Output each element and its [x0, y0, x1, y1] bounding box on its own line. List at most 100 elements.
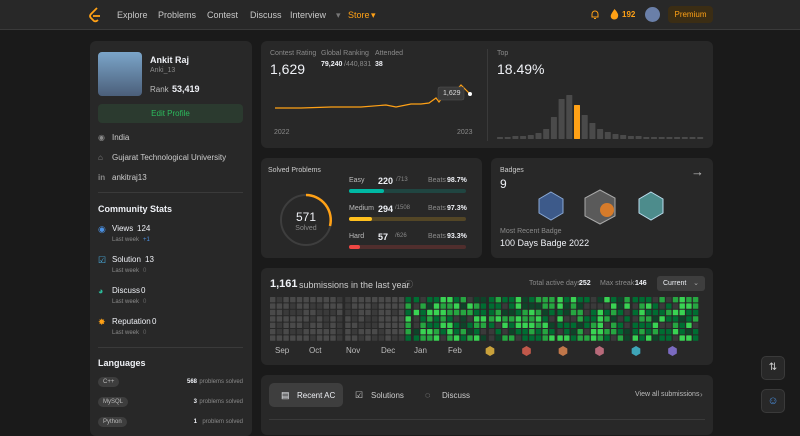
year-select[interactable]: Current ⌄ [657, 276, 705, 291]
stat-label: Solution [112, 255, 141, 264]
heatmap [270, 297, 699, 356]
stat-week: 0 [143, 299, 147, 305]
float-button[interactable]: ⇅ [761, 356, 785, 380]
stat-label: Views [112, 224, 134, 233]
contest-card: Contest Rating 1,629 Global Ranking 79,2… [261, 41, 713, 148]
profile-card: Ankit Raj Anki_13 Rank 53,419 Edit Profi… [90, 41, 252, 436]
chart-tooltip: 1,629 [443, 90, 461, 97]
submission-text: submissions in the last year [299, 280, 410, 290]
streak-label: Max streak: [600, 280, 637, 287]
view-all-link[interactable]: View all submissions [635, 391, 700, 398]
solved-title: Solved Problems [268, 167, 321, 174]
logo[interactable] [88, 7, 102, 23]
stat-week-label: Last week [112, 330, 140, 336]
language-count: 568 [186, 379, 197, 385]
month-label: Feb [448, 346, 462, 355]
language-suffix: problem solved [202, 419, 243, 425]
nav-item[interactable]: Interview [290, 10, 327, 20]
edit-profile-button[interactable]: Edit Profile [98, 104, 243, 123]
bell-icon[interactable] [590, 9, 600, 20]
stat-week-label: Last week [112, 237, 140, 243]
location: India [112, 133, 130, 142]
year-select-text: Current [663, 280, 687, 287]
level-name: Easy [349, 177, 365, 184]
chart-end: 2023 [457, 129, 473, 136]
global-total: /440,831 [344, 61, 372, 68]
level-solved: 220 [378, 176, 394, 186]
stat-value: 0 [152, 317, 157, 326]
avatar[interactable] [645, 7, 660, 22]
level-total: /626 [395, 233, 407, 239]
tab[interactable]: Discuss [442, 391, 471, 400]
level-solved: 294 [378, 204, 394, 214]
month-label: Sep [275, 346, 290, 355]
solved-label: Solved [295, 225, 317, 232]
nav-item[interactable]: Problems [158, 10, 197, 20]
streak-icon[interactable] [610, 9, 619, 20]
stat-value: 0 [141, 286, 146, 295]
stat-value: 124 [137, 224, 151, 233]
level-bar [349, 245, 466, 249]
active-label: Total active days: [529, 280, 583, 287]
beats-label: Beats [428, 205, 446, 212]
tab[interactable]: Recent AC [297, 391, 336, 400]
beats-value: 98.7% [447, 177, 467, 184]
top-histogram [497, 95, 704, 139]
nav-item[interactable]: Explore [117, 10, 148, 20]
nav-item[interactable]: Contest [207, 10, 239, 20]
month-label: Dec [381, 346, 396, 355]
beats-label: Beats [428, 177, 446, 184]
school: Gujarat Technological University [112, 153, 227, 162]
badge-icons [538, 189, 664, 225]
beats-value: 97.3% [447, 205, 467, 212]
streak-count: 192 [622, 10, 636, 19]
global-value: 79,240 [321, 61, 343, 68]
badges-arrow[interactable]: → [691, 164, 704, 179]
language-suffix: problems solved [199, 379, 243, 385]
nav-bar: Explore Problems Contest Discuss Intervi… [0, 0, 800, 30]
stat-value: 13 [145, 255, 154, 264]
recent-badge: 100 Days Badge 2022 [500, 238, 590, 248]
language-tag: Python [98, 417, 127, 427]
stat-week-label: Last week [112, 299, 140, 305]
nav-item[interactable]: Discuss [250, 10, 282, 20]
month-label: Oct [309, 346, 322, 355]
linkedin[interactable]: ankitraj13 [112, 173, 147, 182]
language-suffix: problems solved [199, 399, 243, 405]
attended-value: 38 [375, 61, 383, 68]
profile-photo [98, 52, 142, 96]
submissions-card: 1,161 submissions in the last year ⓘ Tot… [261, 268, 713, 365]
top-label: Top [497, 50, 509, 57]
solved-ring [280, 193, 332, 246]
badges-title: Badges [500, 167, 524, 174]
stat-label: Reputation [112, 317, 151, 326]
language-count: 3 [193, 399, 197, 405]
rating-chart [275, 84, 472, 109]
nav-item[interactable]: Store [348, 10, 370, 20]
level-name: Medium [349, 205, 374, 212]
stat-week: 0 [143, 330, 147, 336]
tab-active[interactable] [269, 383, 343, 407]
beats-label: Beats [428, 233, 446, 240]
section-title: Languages [98, 358, 146, 368]
tab[interactable]: Solutions [371, 391, 404, 400]
badges-card: Badges 9 → Most Recent Badge 100 Days Ba… [491, 158, 713, 258]
level-bar [349, 189, 466, 193]
rating-label: Contest Rating [270, 50, 317, 57]
profile-name: Ankit Raj [150, 55, 190, 65]
stat-week: 0 [143, 268, 147, 274]
stat-label: Discuss [112, 286, 141, 295]
solved-card: Solved Problems 571 Solved Easy 220/713 Be… [261, 158, 482, 258]
level-solved: 57 [378, 232, 389, 242]
language-count: 1 [193, 419, 197, 425]
beats-value: 93.3% [447, 233, 467, 240]
submission-count: 1,161 [270, 278, 298, 290]
chart-start: 2022 [274, 129, 290, 136]
month-label: Nov [346, 346, 361, 355]
month-label: Jan [414, 346, 427, 355]
premium-button[interactable]: Premium [668, 6, 713, 23]
attended-label: Attended [375, 50, 404, 57]
level-bar [349, 217, 466, 221]
feedback-button[interactable]: ☺ [761, 389, 785, 413]
level-name: Hard [349, 233, 365, 240]
